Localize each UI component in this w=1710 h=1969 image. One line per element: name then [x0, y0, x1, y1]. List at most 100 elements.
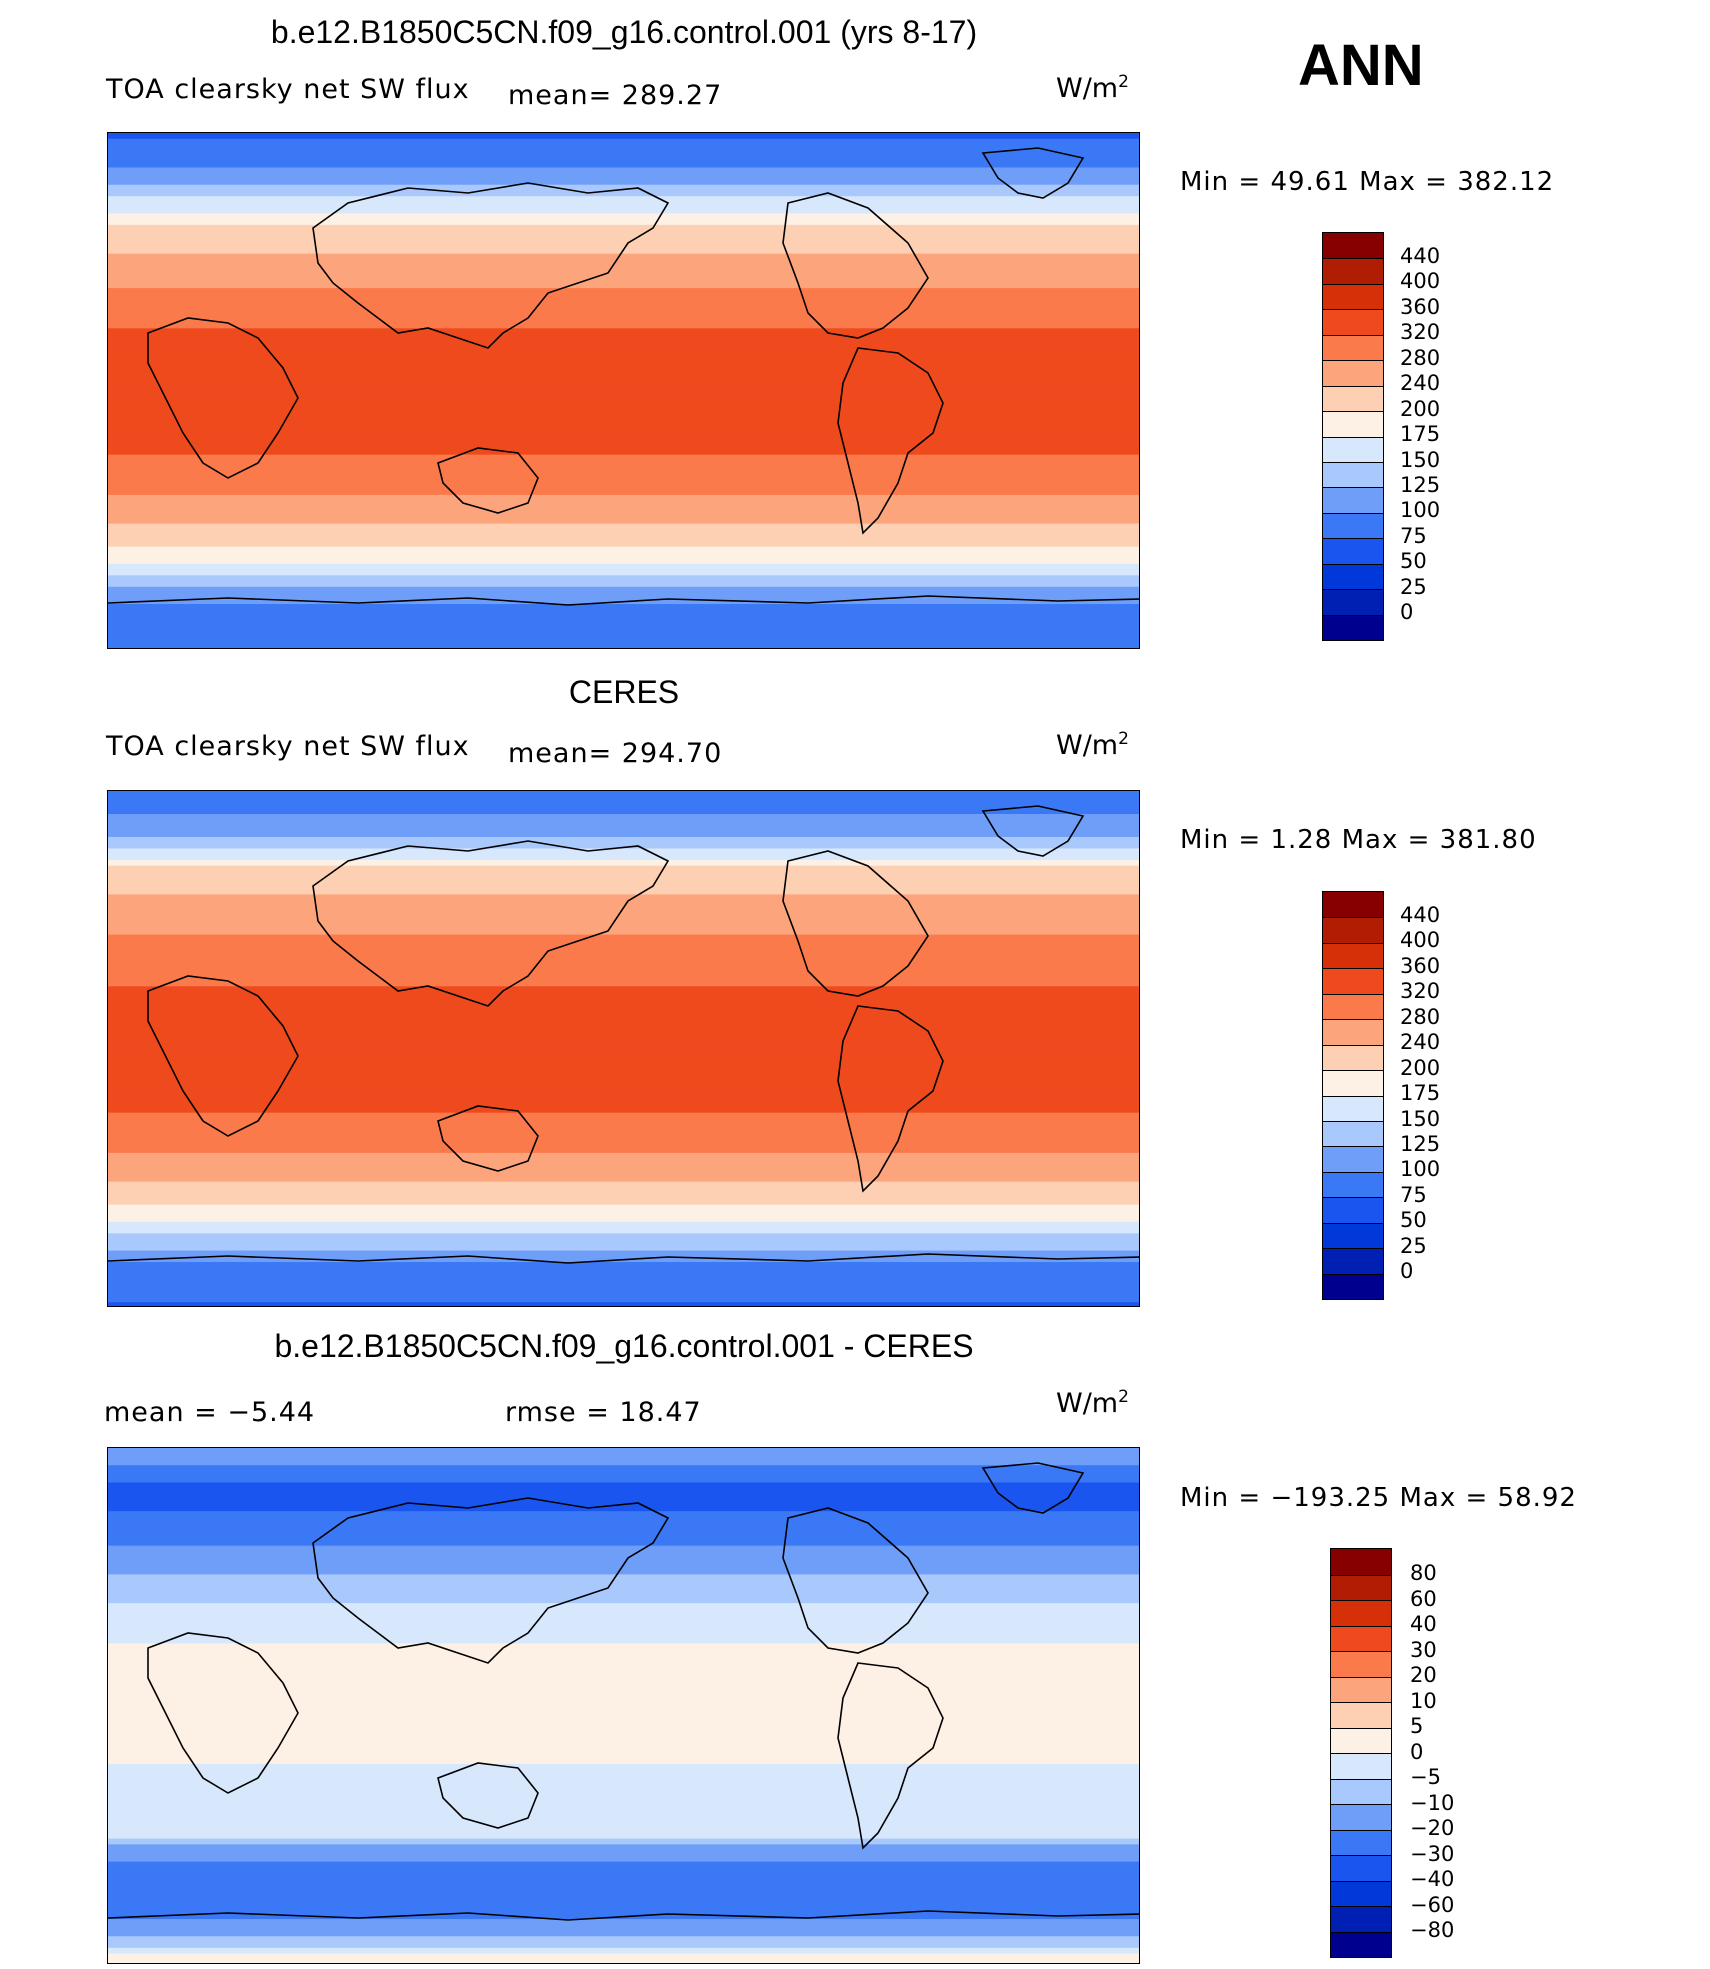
map-lat-band: [108, 1078, 1139, 1085]
map-lat-band: [108, 1539, 1139, 1547]
map-lat-band: [108, 1476, 1139, 1484]
map-lat-band: [108, 460, 1139, 467]
map-lat-band: [108, 288, 1139, 295]
map-lat-band: [108, 471, 1139, 479]
map-lat-band: [108, 1712, 1139, 1719]
map-lat-band: [108, 1637, 1139, 1644]
colorbar-model: [1322, 232, 1384, 641]
map-lat-band: [108, 969, 1139, 976]
map-lat-band: [108, 923, 1139, 930]
map-lat-band: [108, 911, 1139, 918]
map-lat-band: [108, 1763, 1139, 1771]
coastline: [837, 347, 944, 535]
colorbar-swatch: [1331, 1855, 1391, 1881]
map-lat-band: [108, 155, 1139, 163]
colorbar-tick-label: 200: [1400, 1055, 1441, 1080]
colorbar-tick-label: −30: [1410, 1841, 1455, 1866]
map-lat-band: [108, 928, 1139, 936]
map-lat-band: [108, 345, 1139, 352]
map-lat-band: [108, 1026, 1139, 1033]
map-lat-band: [108, 791, 1139, 798]
colorbar-tick-label: 360: [1400, 294, 1441, 319]
map-lat-band: [108, 1643, 1139, 1650]
coastline: [981, 147, 1085, 199]
colorbar-tick-label: 20: [1410, 1663, 1437, 1687]
colorbar-swatch: [1323, 538, 1383, 564]
map-lat-band: [108, 1158, 1139, 1165]
map-lat-band: [108, 1244, 1139, 1252]
map-lat-band: [108, 1089, 1139, 1097]
map-lat-band: [108, 581, 1139, 588]
colorbar-swatch: [1323, 309, 1383, 335]
map-lat-band: [108, 575, 1139, 582]
map-lat-band: [108, 980, 1139, 987]
coastline: [108, 1253, 1139, 1264]
colorbar-tick-label: 320: [1400, 320, 1441, 345]
colorbar-swatch: [1331, 1880, 1391, 1906]
map-lat-band: [108, 558, 1139, 565]
map-lat-band: [108, 1804, 1139, 1811]
coastline: [147, 317, 299, 479]
map-lat-band: [108, 138, 1139, 146]
map-lat-band: [108, 1193, 1139, 1200]
map-lat-band: [108, 1557, 1139, 1564]
colorbar-tick-label: 100: [1400, 1157, 1441, 1182]
map-lat-band: [108, 871, 1139, 878]
map-lat-band: [108, 1930, 1139, 1937]
map-lat-band: [108, 819, 1139, 827]
map-lat-band: [108, 351, 1139, 358]
map-lat-band: [108, 1660, 1139, 1667]
colorbar-tick-label: 25: [1400, 1233, 1427, 1258]
map-lat-band: [108, 184, 1139, 192]
map-lat-band: [108, 546, 1139, 553]
map-lat-band: [108, 402, 1139, 410]
map-lat-band: [108, 133, 1139, 140]
map-model: [107, 132, 1140, 649]
map-lat-band: [108, 1551, 1139, 1558]
colorbar-tick-label: 240: [1400, 371, 1441, 396]
colorbar-tick-label: 320: [1400, 979, 1441, 1004]
colorbar-tick-label: 280: [1400, 345, 1441, 370]
map-lat-band: [108, 1216, 1139, 1223]
map-lat-band: [108, 1049, 1139, 1056]
map-lat-band: [108, 523, 1139, 530]
map-lat-band: [108, 1493, 1139, 1501]
map-lat-band: [108, 1233, 1139, 1240]
colorbar-swatch: [1323, 233, 1383, 259]
coastline: [147, 1632, 299, 1794]
map-diff: [107, 1447, 1140, 1964]
map-lat-band: [108, 1499, 1139, 1507]
coastline: [782, 850, 929, 997]
map-lat-band: [108, 813, 1139, 821]
minmax-label-model: Min = 49.61 Max = 382.12: [1180, 167, 1555, 197]
map-lat-band: [108, 385, 1139, 393]
panel-title-model: b.e12.B1850C5CN.f09_g16.control.001 (yrs…: [270, 14, 978, 50]
colorbar-tick-label: 75: [1400, 1182, 1427, 1207]
map-lat-band: [108, 1838, 1139, 1845]
map-lat-band: [108, 282, 1139, 289]
coastline: [312, 840, 670, 1007]
map-lat-band: [108, 1626, 1139, 1633]
map-lat-band: [108, 1239, 1139, 1246]
map-lat-band: [108, 213, 1139, 220]
map-lat-band: [108, 825, 1139, 832]
map-lat-band: [108, 1101, 1139, 1108]
map-lat-band: [108, 299, 1139, 306]
minmax-label-obs: Min = 1.28 Max = 381.80: [1180, 825, 1537, 855]
colorbar-tick-label: 150: [1400, 447, 1441, 472]
map-lat-band: [108, 1545, 1139, 1552]
map-lat-band: [108, 305, 1139, 312]
map-lat-band: [108, 997, 1139, 1005]
map-lat-band: [108, 854, 1139, 861]
map-lat-band: [108, 1448, 1139, 1455]
colorbar-swatch: [1323, 436, 1383, 462]
mean-label-model: mean= 289.27: [508, 80, 723, 111]
map-lat-band: [108, 1488, 1139, 1495]
map-lat-band: [108, 311, 1139, 318]
colorbar-obs: [1322, 891, 1384, 1300]
map-lat-band: [108, 540, 1139, 548]
colorbar-tick-label: 0: [1410, 1739, 1424, 1764]
colorbar-tick-label: 175: [1400, 1081, 1441, 1106]
season-label: ANN: [1298, 33, 1424, 98]
coastline: [108, 595, 1139, 606]
